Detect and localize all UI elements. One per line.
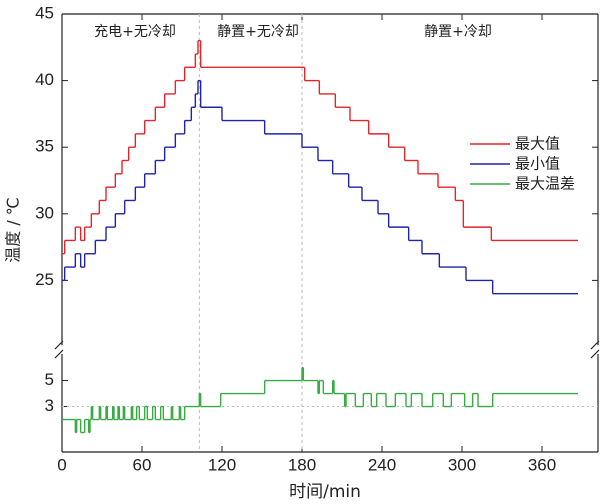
x-tick-label: 240 xyxy=(368,455,396,474)
y2-tick-label: 5 xyxy=(45,370,54,389)
frame xyxy=(54,13,600,453)
x-tick-label: 120 xyxy=(208,455,236,474)
x-tick-label: 300 xyxy=(448,455,476,474)
annotation: 充电+无冷却 xyxy=(94,24,176,40)
legend-label: 最大值 xyxy=(515,135,560,153)
y-tick-label: 45 xyxy=(35,3,54,22)
y-axis-label: 温度 / ℃ xyxy=(4,197,23,263)
x-tick-label: 0 xyxy=(57,455,66,474)
x-tick-label: 360 xyxy=(528,455,556,474)
step-riser xyxy=(63,40,493,254)
y-tick-label: 30 xyxy=(35,203,54,222)
x-axis-label: 时间/min xyxy=(289,482,361,502)
y-tick-label: 25 xyxy=(35,270,54,289)
legend-label: 最小值 xyxy=(515,155,560,173)
annotation: 静置+冷却 xyxy=(424,24,492,40)
step-riser xyxy=(74,367,494,433)
y-tick-label: 40 xyxy=(35,70,54,89)
step-riser xyxy=(63,80,494,294)
x-tick-label: 180 xyxy=(288,455,316,474)
y2-tick-label: 3 xyxy=(45,396,54,415)
y-tick-label: 35 xyxy=(35,137,54,156)
annotation: 静置+无冷却 xyxy=(217,24,299,40)
legend-label: 最大温差 xyxy=(515,175,575,193)
x-tick-label: 60 xyxy=(133,455,152,474)
